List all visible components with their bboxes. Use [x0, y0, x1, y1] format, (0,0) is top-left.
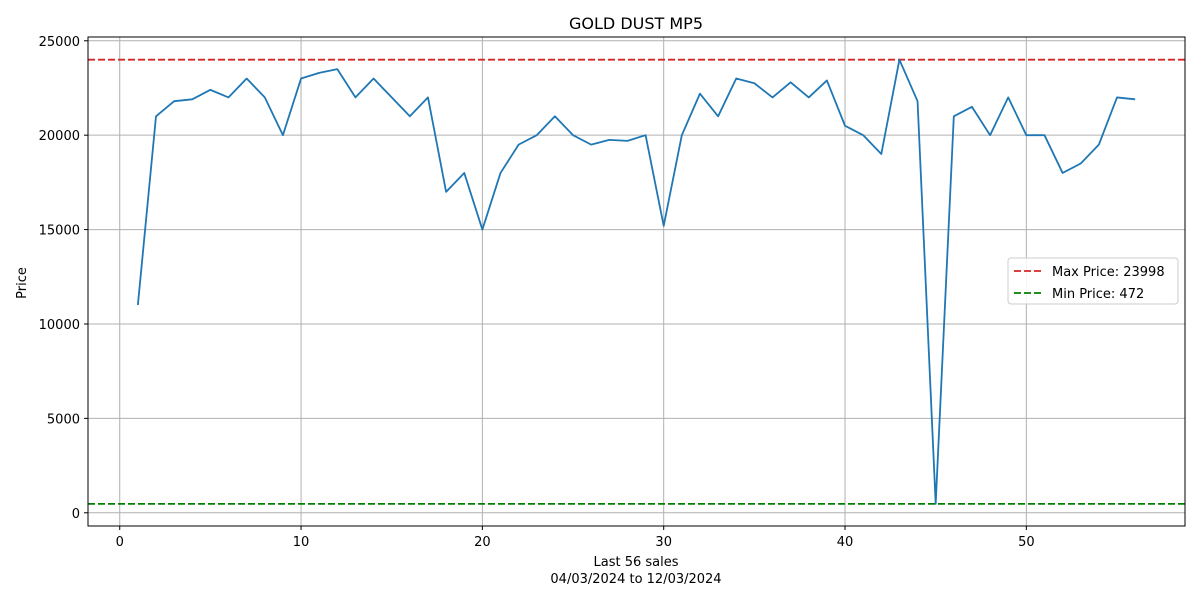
y-tick-label: 20000: [39, 129, 80, 144]
series-layer: [136, 58, 1136, 505]
y-tick-label: 15000: [39, 224, 80, 239]
y-axis-title: Price: [15, 267, 30, 299]
legend-entry: Max Price: 23998: [1052, 265, 1165, 280]
x-tick-label: 10: [293, 535, 310, 550]
x-tick-label: 50: [1018, 535, 1035, 550]
x-tick-label: 40: [837, 535, 854, 550]
plot-area-frame: [87, 36, 1186, 527]
price-series-line: [136, 58, 1136, 505]
chart-title: GOLD DUST MP5: [569, 14, 703, 33]
y-tick-label: 0: [72, 507, 80, 522]
y-tick-label: 10000: [39, 318, 80, 333]
reference-lines: [88, 58, 1185, 505]
y-tick-label: 25000: [39, 35, 80, 50]
x-tick-label: 0: [116, 535, 124, 550]
y-tick-label: 5000: [47, 412, 80, 427]
legend-box: [1007, 257, 1179, 305]
x-tick-label: 20: [474, 535, 491, 550]
legend-entry: Min Price: 472: [1052, 287, 1144, 302]
legend: Max Price: 23998 Min Price: 472: [1007, 257, 1179, 305]
axis-ticks: 0 10 20 30 40 50 0 5000 10000 15000 20000 25000: [39, 35, 1035, 550]
x-tick-label: 30: [655, 535, 672, 550]
x-axis-subtitle: 04/03/2024 to 12/03/2024: [550, 572, 721, 587]
x-axis-title: Last 56 sales: [593, 555, 678, 570]
